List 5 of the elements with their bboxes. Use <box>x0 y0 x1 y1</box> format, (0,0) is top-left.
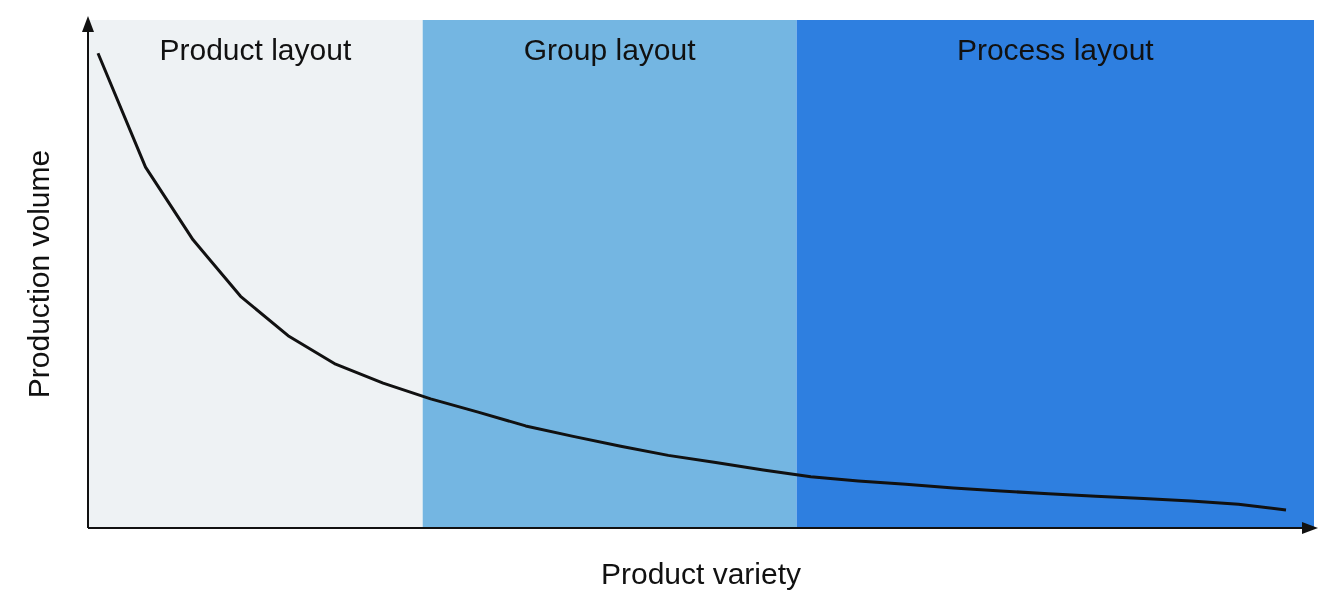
annotation: Group layout <box>523 33 697 66</box>
annotation: Product layout <box>159 33 352 66</box>
annotation: Process layout <box>956 33 1155 66</box>
x-axis-title: Product variety <box>600 557 802 590</box>
y-axis-title: Production volume <box>21 149 55 399</box>
